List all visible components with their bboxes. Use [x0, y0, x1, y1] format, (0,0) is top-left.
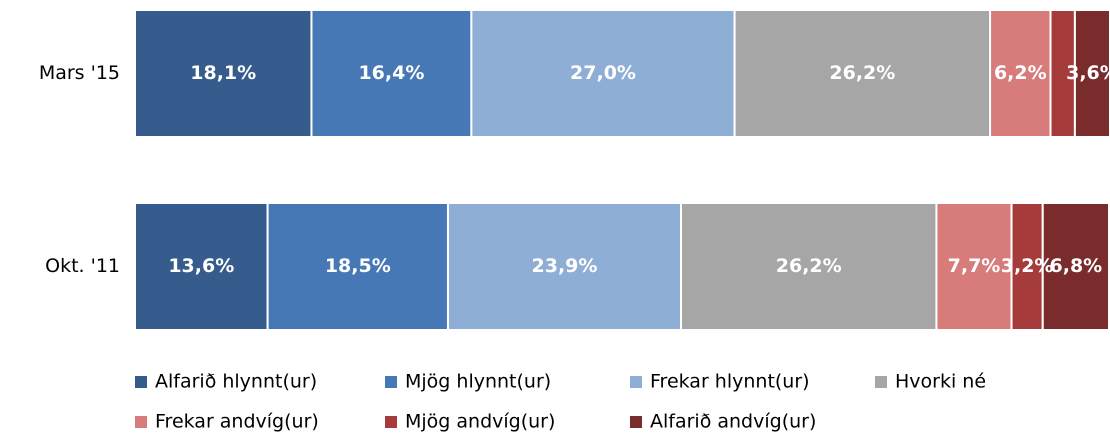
legend-swatch [630, 376, 642, 388]
legend-label: Hvorki né [895, 371, 986, 393]
data-label: 6,8% [1050, 255, 1103, 277]
bar-segment [446, 202, 682, 331]
bar-segment [733, 9, 992, 138]
category-label: Okt. '11 [45, 255, 120, 277]
legend-label: Frekar andvíg(ur) [155, 411, 319, 433]
legend-label: Frekar hlynnt(ur) [650, 371, 810, 393]
data-label: 27,0% [570, 62, 636, 84]
data-label: 26,2% [829, 62, 895, 84]
data-label: 16,4% [358, 62, 424, 84]
data-label: 7,7% [948, 255, 1001, 277]
legend-label: Mjög hlynnt(ur) [405, 371, 551, 393]
data-label: 18,1% [190, 62, 256, 84]
data-label: 3,2% [1001, 255, 1054, 277]
legend-swatch [630, 416, 642, 428]
bar-segment [680, 202, 938, 331]
bar-segment [1041, 202, 1110, 331]
bar-segment [935, 202, 1013, 331]
data-label: 13,6% [168, 255, 234, 277]
bar-segment [134, 9, 313, 138]
data-label: 6,2% [994, 62, 1047, 84]
bar-segment [1010, 202, 1044, 331]
category-label: Mars '15 [39, 62, 120, 84]
data-label: 26,2% [776, 255, 842, 277]
legend-swatch [875, 376, 887, 388]
bar-segment [470, 9, 736, 138]
bar-segment [1073, 9, 1110, 138]
legend-swatch [385, 416, 397, 428]
bar-segment [310, 9, 473, 138]
legend-swatch [135, 416, 147, 428]
legend-label: Alfarið hlynnt(ur) [155, 371, 317, 393]
legend-label: Mjög andvíg(ur) [405, 411, 555, 433]
data-label: 3,6% [1066, 62, 1110, 84]
legend-label: Alfarið andvíg(ur) [650, 411, 816, 433]
legend-swatch [135, 376, 147, 388]
data-label: 23,9% [532, 255, 598, 277]
data-label: 18,5% [325, 255, 391, 277]
legend-swatch [385, 376, 397, 388]
bar-segment [989, 9, 1052, 138]
